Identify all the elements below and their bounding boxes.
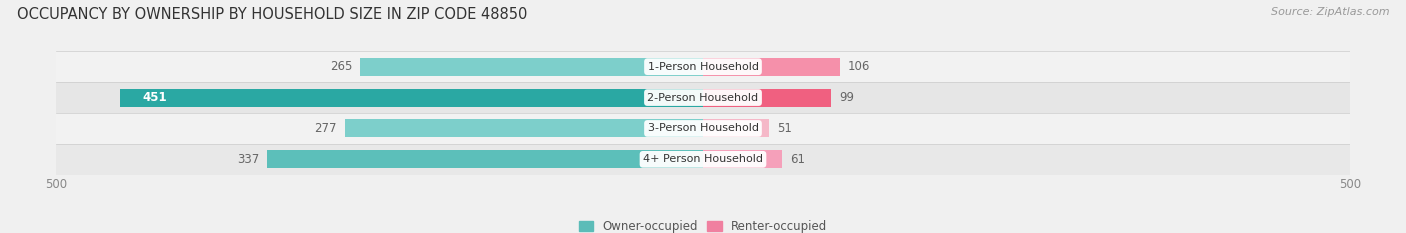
- Text: 4+ Person Household: 4+ Person Household: [643, 154, 763, 164]
- Bar: [360, 58, 703, 76]
- Bar: [120, 89, 703, 106]
- Text: 106: 106: [848, 60, 870, 73]
- Text: OCCUPANCY BY OWNERSHIP BY HOUSEHOLD SIZE IN ZIP CODE 48850: OCCUPANCY BY OWNERSHIP BY HOUSEHOLD SIZE…: [17, 7, 527, 22]
- Legend: Owner-occupied, Renter-occupied: Owner-occupied, Renter-occupied: [579, 220, 827, 233]
- Text: 265: 265: [330, 60, 353, 73]
- Bar: [703, 58, 841, 76]
- Bar: [344, 120, 703, 137]
- Bar: [703, 89, 831, 106]
- Text: 451: 451: [143, 91, 167, 104]
- Text: 1-Person Household: 1-Person Household: [648, 62, 758, 72]
- Text: 3-Person Household: 3-Person Household: [648, 123, 758, 134]
- Bar: [703, 120, 769, 137]
- Text: 99: 99: [839, 91, 853, 104]
- Bar: [56, 144, 1350, 175]
- Text: 2-Person Household: 2-Person Household: [647, 93, 759, 103]
- Bar: [267, 150, 703, 168]
- Text: 51: 51: [776, 122, 792, 135]
- Bar: [56, 113, 1350, 144]
- Bar: [703, 150, 782, 168]
- Bar: [56, 51, 1350, 82]
- Text: 61: 61: [790, 153, 804, 166]
- Text: 277: 277: [315, 122, 337, 135]
- Text: 337: 337: [238, 153, 259, 166]
- Bar: [56, 82, 1350, 113]
- Text: Source: ZipAtlas.com: Source: ZipAtlas.com: [1271, 7, 1389, 17]
